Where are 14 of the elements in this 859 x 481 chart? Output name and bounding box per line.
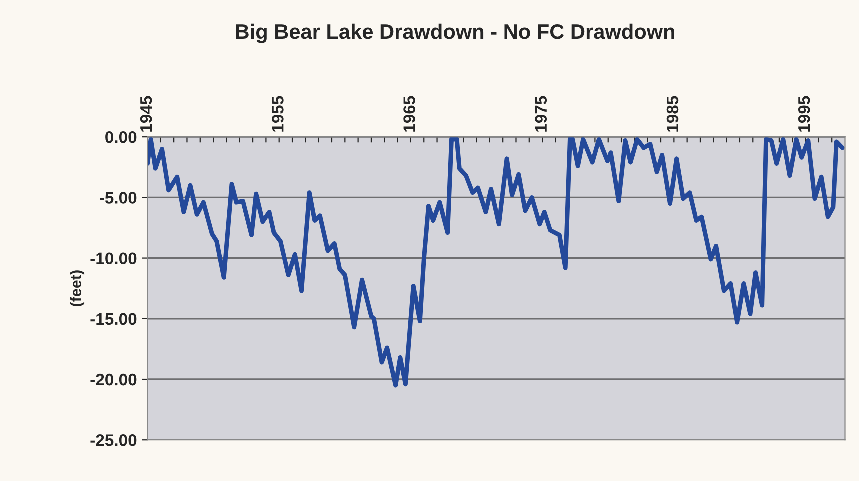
x-tick-label: 1965 <box>404 96 416 132</box>
y-tick-label: -15.00 <box>90 313 137 326</box>
y-tick-label: -10.00 <box>90 252 137 264</box>
y-axis-title: (feet) <box>70 270 85 307</box>
x-tick-label: 1945 <box>140 96 152 132</box>
y-tick-label: -25.00 <box>90 434 137 446</box>
y-tick-label: 0.00 <box>106 131 137 144</box>
y-tick-label: -5.00 <box>100 192 137 204</box>
chart-title: Big Bear Lake Drawdown - No FC Drawdown <box>236 24 674 44</box>
y-tick-label: -20.00 <box>90 374 137 386</box>
x-tick-label: 1995 <box>798 96 810 132</box>
x-tick-label: 1985 <box>666 96 679 132</box>
x-tick-label: 1975 <box>535 96 548 132</box>
x-tick-label: 1955 <box>272 96 284 132</box>
